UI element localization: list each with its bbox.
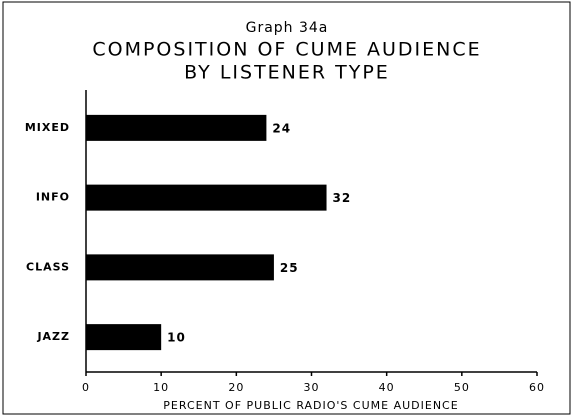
chart-title: BY LISTENER TYPE bbox=[184, 62, 390, 84]
x-tick-label: 30 bbox=[304, 381, 320, 394]
x-tick-label: 50 bbox=[454, 381, 470, 394]
bar bbox=[86, 254, 274, 281]
x-axis-label: PERCENT OF PUBLIC RADIO'S CUME AUDIENCE bbox=[163, 399, 458, 412]
y-tick-label: MIXED bbox=[25, 121, 70, 134]
data-label: 24 bbox=[272, 121, 291, 135]
data-label: 32 bbox=[333, 191, 352, 205]
x-tick-label: 40 bbox=[379, 381, 395, 394]
chart-subtitle: Graph 34a bbox=[246, 20, 329, 36]
data-label: 25 bbox=[280, 261, 299, 275]
y-tick-label: JAZZ bbox=[36, 330, 70, 343]
chart-title: COMPOSITION OF CUME AUDIENCE bbox=[92, 39, 481, 61]
x-tick-label: 0 bbox=[82, 381, 90, 394]
y-tick-label: CLASS bbox=[26, 260, 70, 273]
x-tick-label: 10 bbox=[153, 381, 169, 394]
bar bbox=[86, 114, 267, 141]
bar bbox=[86, 324, 162, 351]
y-tick-label: INFO bbox=[36, 191, 70, 204]
x-tick-label: 20 bbox=[228, 381, 244, 394]
data-label: 10 bbox=[167, 331, 186, 345]
bar bbox=[86, 184, 327, 211]
x-tick-label: 60 bbox=[529, 381, 545, 394]
